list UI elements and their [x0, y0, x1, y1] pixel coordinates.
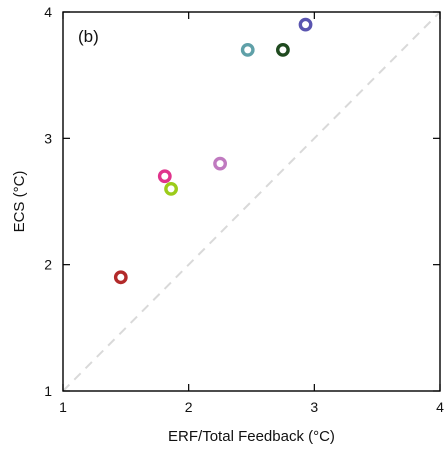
data-point	[164, 181, 178, 196]
points-layer	[113, 17, 313, 285]
ticks-layer: 1 2 3 4 1 2 3 4	[44, 4, 444, 415]
x-tick-label: 4	[436, 399, 444, 415]
y-tick-label: 4	[44, 4, 52, 20]
y-tick-label: 2	[44, 257, 52, 273]
one-to-one-line	[62, 11, 441, 392]
x-tick-label: 1	[59, 399, 67, 415]
data-point	[213, 156, 227, 171]
plot-frame	[62, 11, 441, 392]
data-point	[240, 43, 255, 57]
x-tick-label: 2	[185, 399, 193, 415]
data-point	[276, 43, 290, 57]
x-tick-label: 3	[310, 399, 318, 415]
y-tick-label: 1	[44, 383, 52, 399]
data-point	[298, 17, 313, 32]
data-point	[157, 169, 172, 184]
data-point	[113, 270, 128, 285]
y-tick-label: 3	[44, 130, 52, 146]
y-axis-label: ECS (°C)	[11, 171, 28, 233]
panel-label: (b)	[78, 27, 99, 46]
x-axis-label: ERF/Total Feedback (°C)	[168, 428, 335, 445]
